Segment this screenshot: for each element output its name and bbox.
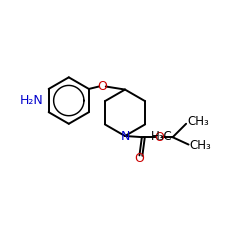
Text: O: O bbox=[154, 131, 164, 144]
Text: CH₃: CH₃ bbox=[190, 139, 212, 152]
Text: O: O bbox=[98, 80, 107, 93]
Text: CH₃: CH₃ bbox=[187, 115, 209, 128]
Text: N: N bbox=[120, 130, 130, 142]
Text: H₃C: H₃C bbox=[151, 130, 173, 142]
Text: O: O bbox=[135, 152, 144, 166]
Text: H₂N: H₂N bbox=[19, 94, 43, 107]
